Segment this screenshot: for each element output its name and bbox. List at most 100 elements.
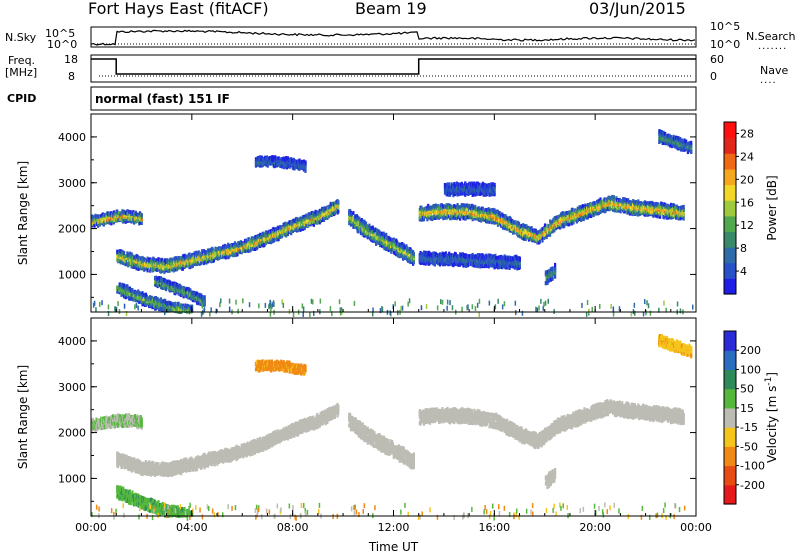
freq-unit-label: [MHz] [5,66,38,79]
velocity-colorbar-tick-0: 200 [740,344,761,357]
velocity-ytick-label-0: 1000 [58,472,86,485]
velocity-xtick-label-6: 00:00 [680,521,712,534]
power-colorbar-swatch-7 [724,168,736,186]
velocity-colorbar-swatch-6 [724,369,736,390]
power-colorbar-swatch-5 [724,200,736,217]
plot-title: Fort Hays East (fitACF) [88,0,269,18]
power-band-3 [154,275,206,307]
velocity-chart: 1000 2000 3000 4000 00:00 04:00 08:00 12:00 16:0… [16,317,779,554]
velocity-band-7 [254,359,307,377]
power-colorbar-label: Power [dB] [765,175,779,240]
velocity-band-0 [91,413,143,433]
nsky-trace [90,29,696,46]
power-colorbar-tick-0: 4 [740,265,747,278]
power-ytick-label-0: 1000 [58,268,86,281]
power-colorbar-swatch-9 [724,137,736,154]
velocity-xtick-label-1: 04:00 [176,521,208,534]
velocity-colorbar-tick-6: -100 [740,460,765,473]
power-band-6 [418,250,521,271]
power-colorbar-frame [723,121,737,295]
power-colorbar-swatch-10 [724,122,736,139]
velocity-colorbar-swatch-1 [724,465,736,486]
nsearch-tick-top: 10^5 [710,20,741,33]
power-band-5 [418,194,685,245]
nsky-tick-top: 10^5 [45,27,76,40]
velocity-xtick-label-3: 12:00 [378,521,410,534]
power-band-7 [544,262,557,286]
velocity-colorbar-swatch-5 [724,388,736,409]
velocity-band-5 [544,468,557,490]
power-cells [91,129,694,317]
nsky-label: N.Sky [5,31,37,44]
velocity-colorbar-tick-2: 50 [740,383,754,396]
velocity-xtick-label-5: 20:00 [579,521,611,534]
velocity-colorbar-swatch-8 [724,331,736,351]
power-ytick-label-2: 3000 [58,177,86,190]
velocity-colorbar-tick-1: 100 [740,363,761,376]
velocity-xtick-label-4: 16:00 [478,521,510,534]
nsearch-label: N.Search [746,30,796,43]
velocity-band-2 [116,485,194,518]
velocity-xlabel: Time UT [368,540,419,554]
power-colorbar-swatch-0 [724,278,736,295]
velocity-colorbar-swatch-2 [724,446,736,467]
freq-tick-top: 18 [64,53,78,66]
nsearch-legend-dots: ······· [758,44,788,55]
power-colorbar-swatch-3 [724,231,736,248]
power-ylabel: Slant Range [km] [16,161,30,265]
power-band-10 [443,181,496,198]
velocity-colorbar-tick-7: -200 [740,479,765,492]
velocity-colorbar-swatch-4 [724,407,736,428]
freq-panel-frame [90,54,697,83]
velocity-band-4 [418,399,685,449]
velocity-colorbar-swatch-0 [724,484,736,505]
velocity-ylabel: Slant Range [km] [16,365,30,469]
velocity-colorbar-swatch-7 [724,350,736,370]
velocity-xtick-label-0: 00:00 [75,521,107,534]
power-colorbar-swatch-8 [724,153,736,170]
power-colorbar: 4 8 12 16 20 24 28 Power [dB] [723,121,779,295]
power-colorbar-swatch-6 [724,184,736,201]
power-band-1 [116,199,340,275]
power-chart: 1000 2000 3000 4000 Slant Range [km] 4 8 12 16 20… [16,113,779,317]
velocity-band-1 [116,402,340,478]
velocity-colorbar: 200 100 50 15 -15 -50 -100 -200 Velocity [m s-1] [723,330,779,505]
nave-legend-dots: ···· [760,78,777,89]
power-colorbar-tick-4: 20 [740,173,754,186]
power-ytick-label-1: 2000 [58,223,86,236]
power-ytick-label-3: 4000 [58,131,86,144]
power-colorbar-tick-3: 16 [740,196,754,209]
velocity-cells [91,334,693,521]
nave-tick-bottom: 0 [710,70,717,83]
nave-tick-top: 60 [710,53,724,66]
cpid-text: normal (fast) 151 IF [95,92,230,106]
freq-tick-bottom: 8 [68,70,75,83]
power-band-0 [91,209,143,228]
velocity-ytick-label-3: 4000 [58,335,86,348]
nsearch-tick-bottom: 10^0 [710,38,741,51]
freq-label: Freq. [8,54,36,67]
power-colorbar-tick-5: 24 [740,150,754,163]
cpid-label: CPID [7,92,37,105]
velocity-colorbar-tick-3: 15 [740,402,754,415]
velocity-ytick-label-2: 3000 [58,381,86,394]
velocity-band-3 [348,412,415,470]
power-colorbar-swatch-2 [724,247,736,264]
cpid-panel-frame [90,86,697,111]
velocity-colorbar-swatch-3 [724,427,736,447]
power-colorbar-swatch-4 [724,215,736,232]
nave-label: Nave [760,64,789,77]
power-colorbar-tick-6: 28 [740,127,754,140]
nsky-tick-bottom: 10^0 [47,38,78,51]
velocity-colorbar-label: Velocity [m s-1] [764,372,779,463]
freq-trace [91,58,696,75]
nsky-panel-frame [90,26,697,48]
power-colorbar-swatch-1 [724,262,736,279]
velocity-ytick-label-1: 2000 [58,427,86,440]
power-colorbar-tick-2: 12 [740,219,754,232]
velocity-band-6 [658,334,693,359]
power-band-4 [348,209,415,266]
date-label: 03/Jun/2015 [589,0,686,18]
beam-label: Beam 19 [355,0,427,18]
